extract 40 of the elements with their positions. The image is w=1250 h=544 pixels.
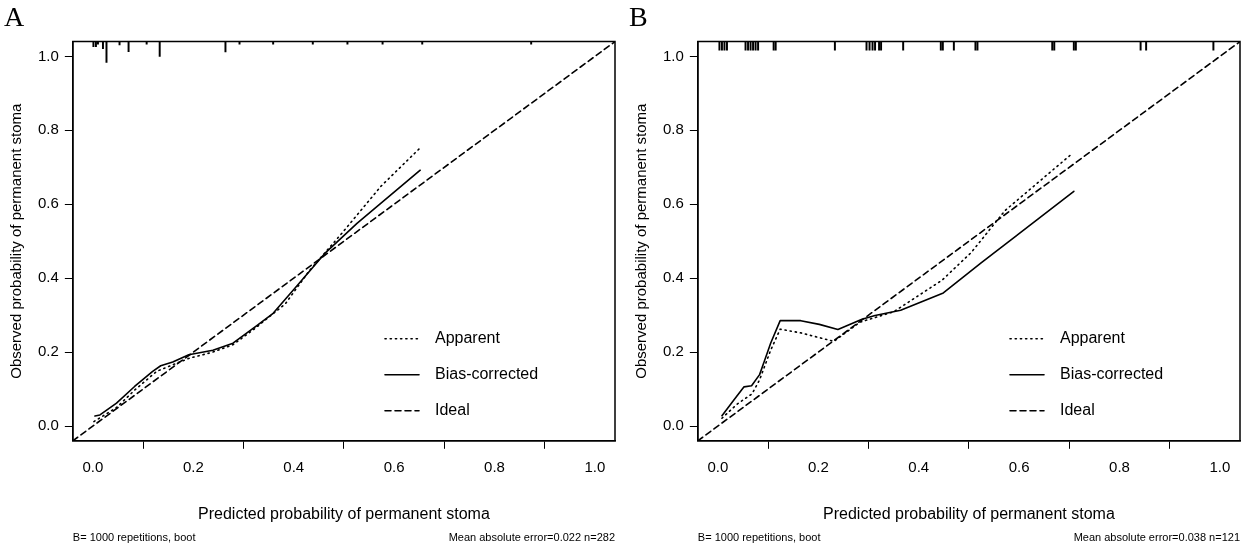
x-tick-label: 1.0 (584, 457, 606, 475)
y-tick-label: 0.2 (662, 342, 684, 360)
y-axis-title: Observed probability of permanent stoma (632, 102, 650, 379)
x-tick-label: 0.4 (908, 457, 930, 475)
text: B= 1000 repetitions, boot (697, 530, 821, 543)
legend-label: Ideal (435, 401, 470, 419)
legend-label: Apparent (1060, 329, 1126, 347)
legend-label: Bias-corrected (435, 365, 539, 383)
x-tick-label: 0.6 (1008, 457, 1030, 475)
y-tick-label: 1.0 (662, 46, 684, 64)
y-tick-label: 0.6 (37, 194, 59, 212)
text: Mean absolute error=0.022 n=282 (448, 530, 615, 543)
x-tick-label: 0.2 (807, 457, 829, 475)
chart-title: A (4, 1, 25, 33)
x-tick-label: 1.0 (1209, 457, 1231, 475)
x-tick-label: 0.8 (1109, 457, 1130, 475)
x-tick-label: 0.6 (383, 457, 405, 475)
legend-label: Apparent (435, 329, 501, 347)
x-tick-label: 0.4 (283, 457, 305, 475)
y-tick-label: 0.8 (662, 120, 684, 138)
x-tick-label: 0.0 (707, 457, 729, 475)
x-axis-title: Predicted probability of permanent stoma (198, 504, 490, 522)
chart-title: B (629, 1, 648, 33)
y-tick-label: 0.0 (37, 416, 59, 434)
legend-label: Bias-corrected (1060, 365, 1164, 383)
x-tick-label: 0.8 (484, 457, 505, 475)
legend-label: Ideal (1060, 401, 1095, 419)
y-tick-label: 0.0 (662, 416, 684, 434)
y-tick-label: 0.4 (662, 268, 684, 286)
y-tick-label: 0.2 (37, 342, 59, 360)
y-tick-label: 0.6 (662, 194, 684, 212)
y-tick-label: 0.4 (37, 268, 59, 286)
x-tick-label: 0.2 (182, 457, 204, 475)
x-tick-label: 0.0 (82, 457, 104, 475)
y-tick-label: 1.0 (37, 46, 59, 64)
text: Mean absolute error=0.038 n=121 (1073, 530, 1240, 543)
y-axis-title: Observed probability of permanent stoma (7, 102, 25, 379)
text: B= 1000 repetitions, boot (72, 530, 196, 543)
y-tick-label: 0.8 (37, 120, 59, 138)
x-axis-title: Predicted probability of permanent stoma (823, 504, 1115, 522)
